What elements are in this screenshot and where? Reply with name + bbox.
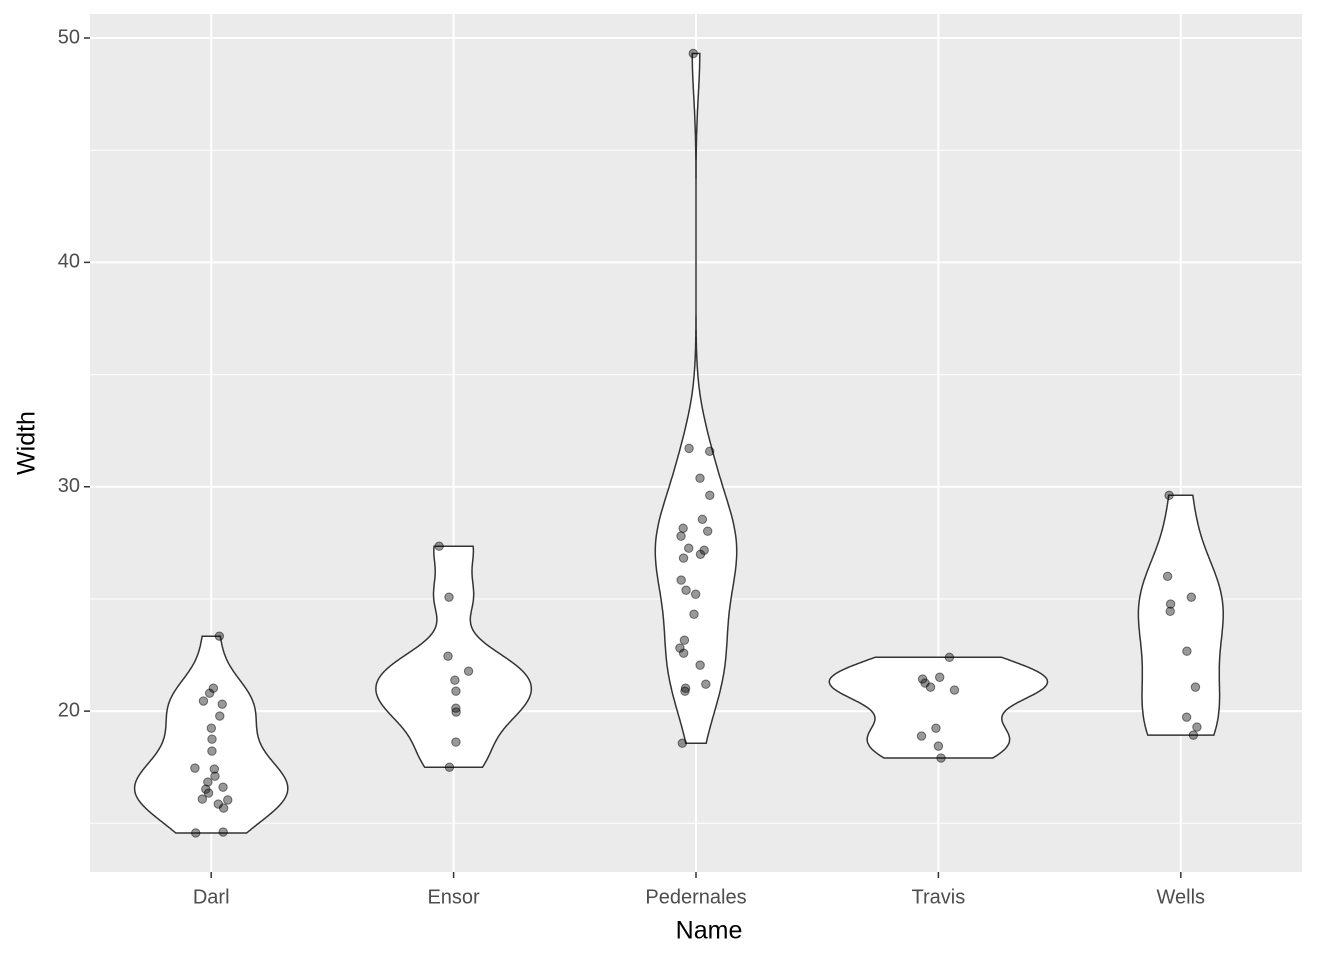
point — [680, 686, 690, 696]
point — [681, 585, 691, 595]
point — [463, 666, 474, 676]
point — [218, 803, 229, 813]
y-tick-label: 40 — [58, 251, 80, 273]
point — [444, 762, 455, 772]
point — [209, 764, 220, 774]
point — [223, 795, 233, 805]
point — [933, 741, 944, 751]
plot — [133, 48, 1224, 838]
point — [935, 672, 945, 682]
point — [1162, 571, 1173, 581]
point — [215, 711, 225, 721]
point — [697, 514, 708, 524]
point — [688, 48, 698, 59]
point — [1190, 682, 1201, 692]
violin — [375, 545, 533, 768]
point — [925, 682, 936, 692]
point — [679, 635, 690, 645]
point — [434, 541, 444, 551]
point — [1182, 646, 1192, 656]
point — [1186, 592, 1197, 602]
x-axis-title: Name — [676, 917, 743, 945]
point — [676, 575, 686, 585]
y-tick-label: 20 — [58, 699, 80, 721]
point — [676, 531, 686, 541]
point — [936, 753, 946, 763]
point — [690, 589, 701, 599]
point — [210, 771, 220, 781]
y-axis-title: Width — [13, 411, 41, 475]
point — [198, 696, 209, 706]
point — [190, 763, 200, 773]
point — [1164, 490, 1174, 500]
point — [203, 777, 213, 787]
x-tick-label: Pedernales — [645, 886, 746, 908]
point — [695, 473, 705, 483]
x-tick-label: Darl — [193, 886, 230, 908]
point — [451, 686, 461, 696]
point — [451, 737, 461, 747]
point — [451, 707, 461, 717]
point — [450, 675, 460, 685]
point — [218, 827, 228, 837]
x-tick-label: Ensor — [427, 886, 480, 908]
point — [684, 543, 694, 553]
violin — [828, 656, 1049, 759]
point — [1192, 722, 1202, 732]
point — [704, 446, 715, 457]
point — [217, 699, 227, 709]
point — [689, 609, 699, 619]
point — [695, 660, 705, 670]
point — [916, 731, 927, 741]
point — [705, 490, 715, 500]
point — [204, 688, 215, 698]
point — [197, 794, 208, 804]
point — [214, 631, 225, 641]
y-tick-label: 30 — [58, 475, 80, 497]
point — [701, 679, 711, 689]
point — [702, 526, 713, 536]
point — [678, 523, 688, 533]
point — [203, 788, 214, 798]
point — [1165, 606, 1175, 616]
point — [695, 549, 706, 559]
x-tick-label: Wells — [1157, 886, 1206, 908]
point — [678, 553, 689, 563]
point — [1188, 730, 1199, 740]
point — [443, 651, 453, 661]
point — [1181, 712, 1192, 722]
point — [949, 685, 960, 695]
point — [206, 723, 217, 733]
y-tick-label: 50 — [58, 26, 80, 48]
violin — [654, 52, 738, 744]
point — [191, 828, 201, 838]
point — [207, 746, 217, 756]
x-tick-label: Travis — [912, 886, 966, 908]
point — [677, 738, 688, 748]
point — [931, 723, 941, 733]
point — [1165, 599, 1176, 609]
point — [944, 652, 955, 662]
violin — [1137, 494, 1224, 736]
point — [678, 648, 689, 658]
point — [684, 443, 694, 454]
point — [444, 592, 454, 602]
point — [218, 782, 228, 792]
point — [207, 734, 217, 744]
